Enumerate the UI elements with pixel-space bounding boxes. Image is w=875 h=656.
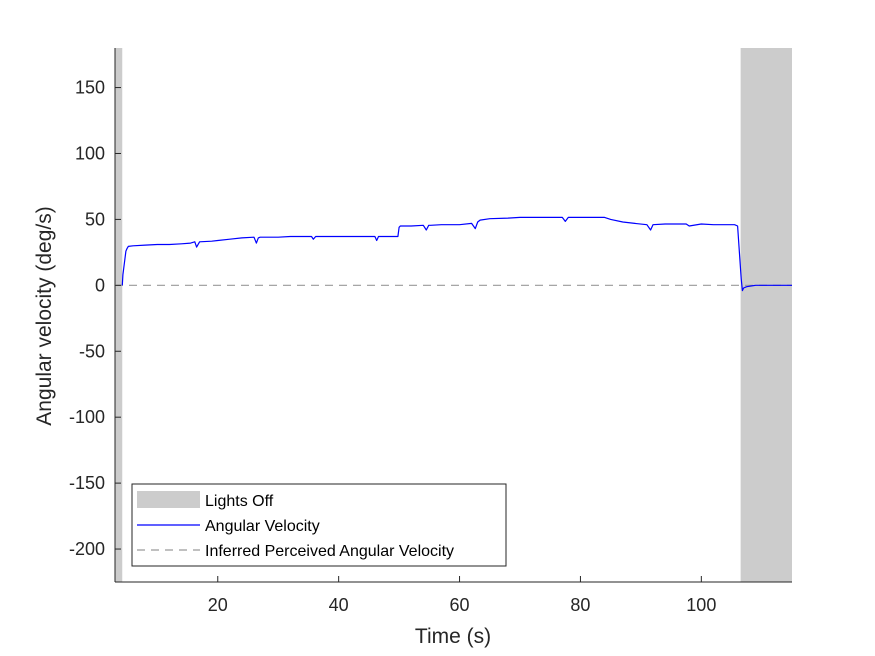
x-tick-label: 20 xyxy=(208,595,228,615)
lights-off-regions xyxy=(115,48,792,582)
lights-off-region-1 xyxy=(115,48,123,582)
series-angular-velocity xyxy=(121,216,792,292)
tick-labels: 20 40 60 80 100 -200 -150 -100 -50 0 50 100 150 xyxy=(69,78,716,615)
y-tick-label: -50 xyxy=(79,341,105,361)
y-tick-label: 100 xyxy=(75,143,105,163)
legend-label-angular-velocity: Angular Velocity xyxy=(205,518,320,535)
x-tick-label: 80 xyxy=(570,595,590,615)
y-tick-label: 0 xyxy=(95,275,105,295)
y-tick-label: 150 xyxy=(75,78,105,98)
y-axis-label: Angular velocity (deg/s) xyxy=(33,206,56,425)
y-tick-label: -200 xyxy=(69,539,105,559)
legend: Lights Off Angular Velocity Inferred Per… xyxy=(131,483,507,567)
lights-off-region-2 xyxy=(740,48,792,582)
x-tick-label: 60 xyxy=(450,595,470,615)
series-lines xyxy=(115,216,792,292)
legend-label-lights-off: Lights Off xyxy=(205,493,274,510)
axes xyxy=(114,48,792,583)
x-axis-label: Time (s) xyxy=(415,625,491,648)
y-tick-label: -100 xyxy=(69,407,105,427)
y-tick-label: 50 xyxy=(85,209,105,229)
x-tick-label: 40 xyxy=(329,595,349,615)
y-tick-label: -150 xyxy=(69,473,105,493)
x-tick-label: 100 xyxy=(686,595,716,615)
legend-swatch-lights-off xyxy=(137,491,200,508)
legend-label-inferred-perceived: Inferred Perceived Angular Velocity xyxy=(205,543,454,560)
